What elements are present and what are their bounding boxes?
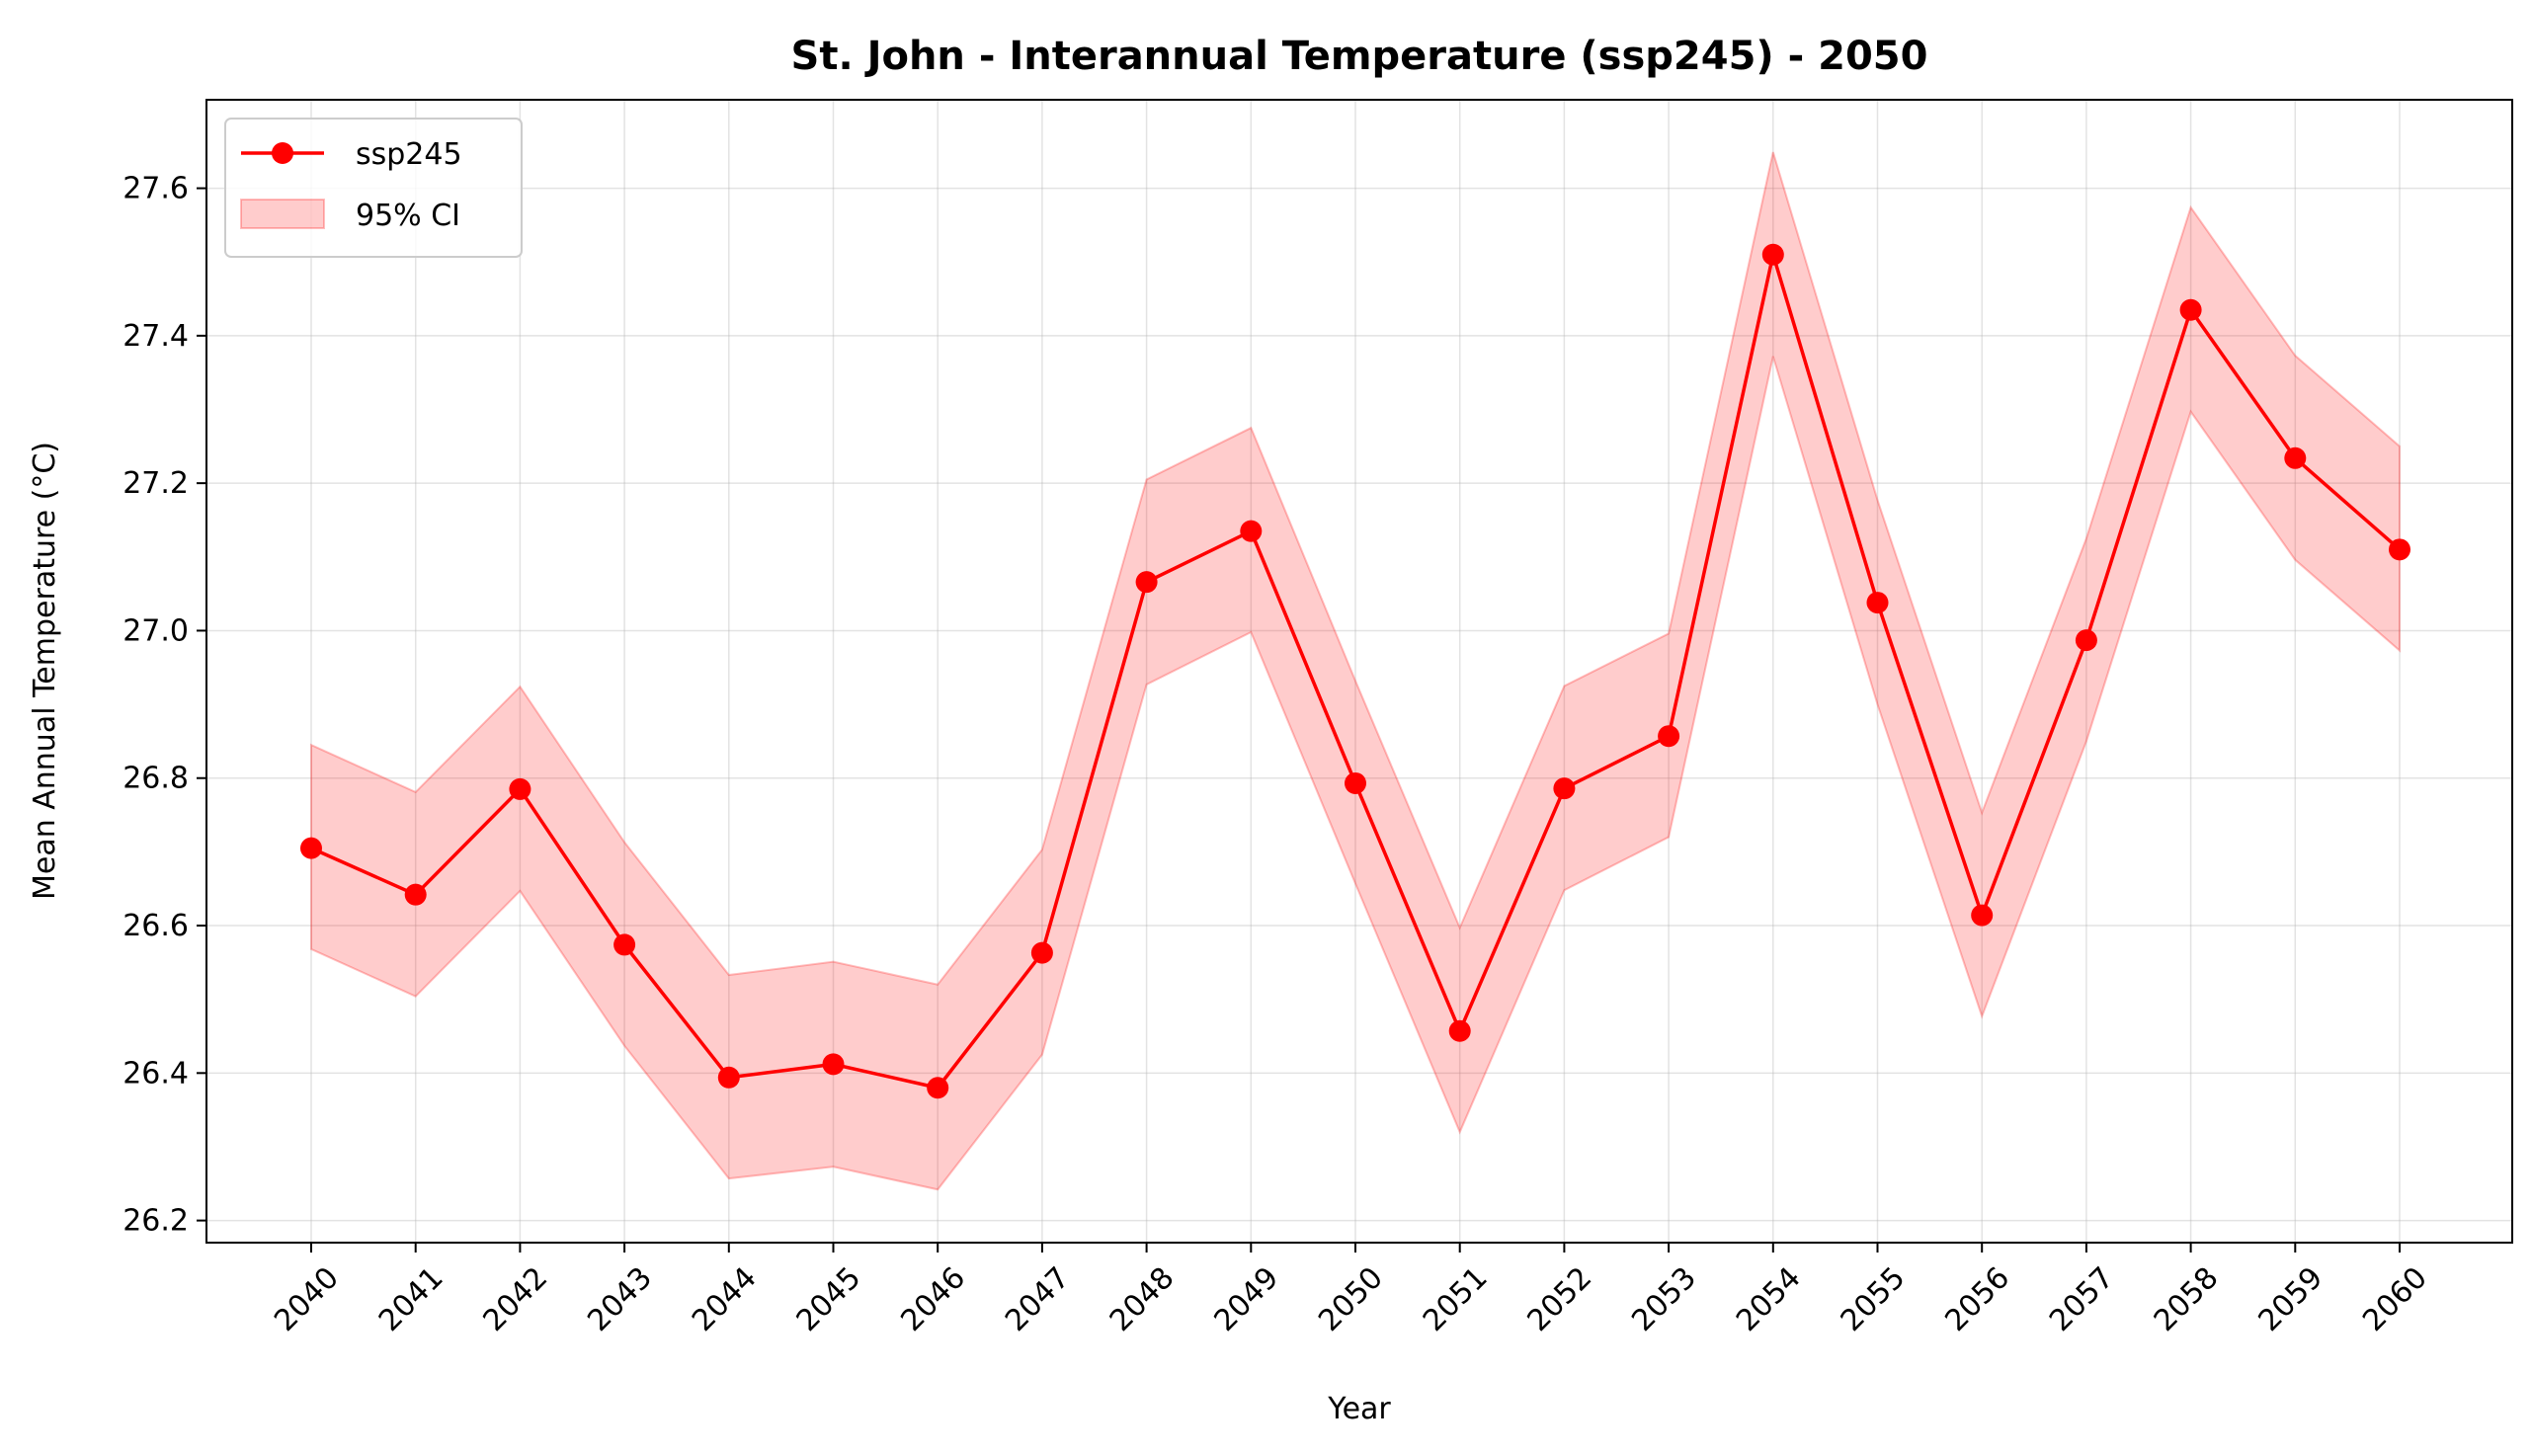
- legend-label-series: ssp245: [356, 137, 462, 172]
- legend-marker-swatch: [272, 142, 293, 164]
- y-tick-label: 27.4: [123, 319, 189, 354]
- data-point: [509, 777, 531, 800]
- x-axis-label: Year: [1327, 1392, 1391, 1426]
- confidence-band: [310, 151, 2401, 1191]
- grid-lines: [206, 100, 2512, 1243]
- y-tick-label: 26.4: [123, 1056, 189, 1091]
- data-point: [1345, 771, 1366, 794]
- data-point: [1971, 904, 1994, 927]
- y-tick-label: 27.0: [123, 613, 189, 648]
- data-point: [1658, 725, 1680, 748]
- legend-label-band: 95% CI: [356, 199, 460, 233]
- y-tick-label: 26.8: [123, 762, 189, 796]
- series-ssp245: [300, 243, 2410, 1099]
- data-point: [1030, 941, 1053, 964]
- data-point: [1866, 592, 1889, 614]
- data-point: [717, 1066, 740, 1089]
- y-tick-label: 27.6: [123, 172, 189, 206]
- data-point: [822, 1053, 845, 1076]
- plot-area-frame: [205, 99, 2513, 1244]
- data-point: [404, 883, 427, 906]
- data-point: [300, 837, 322, 859]
- data-point: [1553, 777, 1576, 800]
- data-point: [927, 1077, 949, 1099]
- legend: ssp245 95% CI: [224, 118, 523, 258]
- data-point: [613, 933, 636, 956]
- legend-band-swatch: [240, 199, 325, 229]
- data-point: [2389, 538, 2410, 561]
- ci-band: [310, 151, 2401, 1191]
- data-point: [1240, 520, 1263, 542]
- data-point: [2284, 446, 2307, 469]
- y-tick-label: 26.2: [123, 1204, 189, 1239]
- data-point: [1448, 1019, 1471, 1042]
- data-point: [1761, 243, 1784, 266]
- data-point: [2075, 629, 2097, 652]
- y-tick-label: 26.6: [123, 909, 189, 943]
- data-point: [1135, 571, 1158, 594]
- data-point: [2179, 298, 2202, 321]
- y-axis-label: Mean Annual Temperature (°C): [28, 442, 62, 900]
- chart-title: St. John - Interannual Temperature (ssp2…: [791, 34, 1928, 79]
- y-tick-label: 27.2: [123, 466, 189, 501]
